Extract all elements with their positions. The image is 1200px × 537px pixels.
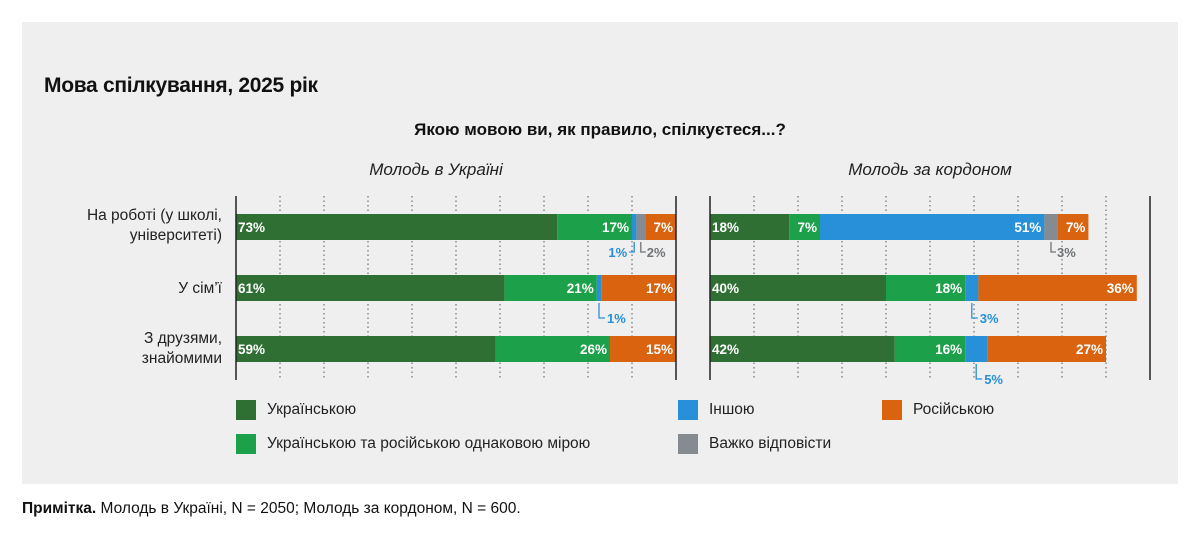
data-label-abroad-r2-both: 16% (935, 342, 962, 357)
bar-ukraine-r2-ukr (236, 336, 496, 362)
row-label-friends-line2: знайомими (141, 350, 222, 367)
footnote: Примітка. Молодь в Україні, N = 2050; Мо… (22, 500, 521, 518)
data-label-ukraine-r2-ukr: 59% (238, 342, 265, 357)
data-label-ukraine-r0-both: 17% (602, 220, 629, 235)
bar-abroad-r0-both (789, 214, 820, 240)
bar-ukraine-r2-rus (610, 336, 676, 362)
callout-label-abroad-r0-hard: 3% (1057, 245, 1076, 260)
bar-abroad-r0-other (820, 214, 1045, 240)
callout-line-abroad-r2-other (975, 364, 983, 380)
legend-label-rus: Російською (913, 401, 995, 418)
data-label-ukraine-r2-rus: 15% (646, 342, 673, 357)
bar-ukraine-r0-hard (636, 214, 646, 240)
data-label-abroad-r0-both: 7% (797, 220, 817, 235)
callout-label-abroad-r2-other: 5% (984, 372, 1003, 387)
legend-item-ukr: Українською (236, 400, 356, 420)
data-label-abroad-r1-ukr: 40% (712, 281, 739, 296)
bar-abroad-r0-ukr (710, 214, 790, 240)
legend-swatch-hard (678, 434, 698, 454)
data-label-ukraine-r0-rus: 7% (653, 220, 673, 235)
data-label-ukraine-r2-both: 26% (580, 342, 607, 357)
data-label-abroad-r2-rus: 27% (1076, 342, 1103, 357)
legend-label-hard: Важко відповісти (709, 435, 832, 452)
callout-label-ukraine-r1-other: 1% (607, 311, 626, 326)
legend-swatch-rus (882, 400, 902, 420)
legend-item-hard: Важко відповісти (678, 434, 831, 454)
row-label-friends: З друзями, знайомими (142, 329, 222, 369)
callout-line-ukraine-r1-other (598, 303, 605, 319)
callout-line-abroad-r0-hard (1050, 242, 1056, 253)
data-label-ukraine-r0-ukr: 73% (238, 220, 265, 235)
data-label-abroad-r2-ukr: 42% (712, 342, 739, 357)
row-label-family-line1: У сім’ї (178, 280, 222, 297)
legend-swatch-both (236, 434, 256, 454)
bar-ukraine-r1-other (596, 275, 602, 301)
bar-abroad-r1-rus (978, 275, 1137, 301)
bar-ukraine-r0-ukr (236, 214, 558, 240)
bar-abroad-r0-hard (1044, 214, 1058, 240)
row-label-work-line1: На роботі (у школі, (86, 207, 222, 224)
row-label-work: На роботі (у школі, університеті) (87, 206, 222, 246)
panel-title-ukraine: Молодь в Україні (369, 160, 503, 179)
row-label-work-line2: університеті) (129, 227, 222, 244)
data-label-abroad-r1-rus: 36% (1107, 281, 1134, 296)
bar-ukraine-r0-other (632, 214, 637, 240)
footnote-text: Молодь в Україні, N = 2050; Молодь за ко… (96, 500, 521, 517)
bar-abroad-r1-both (886, 275, 966, 301)
callout-line-ukraine-r0-other (629, 242, 635, 253)
panel-title-abroad: Молодь за кордоном (848, 160, 1012, 179)
legend-swatch-other (678, 400, 698, 420)
bar-abroad-r2-both (894, 336, 966, 362)
bar-ukraine-r2-both (495, 336, 610, 362)
data-label-abroad-r0-rus: 7% (1066, 220, 1086, 235)
legend-label-both: Українською та російською однаковою міро… (267, 435, 591, 452)
data-label-abroad-r1-both: 18% (935, 281, 962, 296)
callout-label-ukraine-r0-hard: 2% (647, 245, 666, 260)
row-label-friends-line1: З друзями, (143, 330, 222, 347)
bar-ukraine-r1-both (504, 275, 597, 301)
data-label-ukraine-r1-ukr: 61% (238, 281, 265, 296)
bar-abroad-r0-rus (1057, 214, 1089, 240)
footnote-label: Примітка. (22, 500, 97, 517)
data-label-abroad-r0-other: 51% (1014, 220, 1041, 235)
legend-swatch-ukr (236, 400, 256, 420)
bar-ukraine-r1-rus (601, 275, 676, 301)
bar-ukraine-r0-both (557, 214, 632, 240)
legend-item-rus: Російською (882, 400, 994, 420)
callout-label-abroad-r1-other: 3% (980, 311, 999, 326)
callout-line-abroad-r1-other (971, 303, 978, 319)
callout-line-ukraine-r0-hard (640, 242, 646, 253)
bar-ukraine-r1-ukr (236, 275, 505, 301)
legend-item-other: Іншою (678, 400, 755, 420)
bar-abroad-r1-other (965, 275, 979, 301)
chart-title: Мова спілкування, 2025 рік (44, 74, 318, 97)
bar-abroad-r2-rus (987, 336, 1106, 362)
data-label-abroad-r0-ukr: 18% (712, 220, 739, 235)
legend-label-other: Іншою (709, 401, 755, 418)
bar-ukraine-r0-rus (645, 214, 676, 240)
callout-label-ukraine-r0-other: 1% (608, 245, 627, 260)
row-label-family: У сім’ї (178, 279, 222, 299)
bar-abroad-r1-ukr (710, 275, 886, 301)
bar-abroad-r2-ukr (710, 336, 895, 362)
chart-question: Якою мовою ви, як правило, спілкуєтеся..… (414, 120, 786, 139)
legend-item-both: Українською та російською однаковою міро… (236, 434, 590, 454)
data-label-ukraine-r1-both: 21% (567, 281, 594, 296)
bar-abroad-r2-other (965, 336, 988, 362)
data-label-ukraine-r1-rus: 17% (646, 281, 673, 296)
legend-label-ukr: Українською (267, 401, 357, 418)
chart-panel (22, 22, 1178, 484)
